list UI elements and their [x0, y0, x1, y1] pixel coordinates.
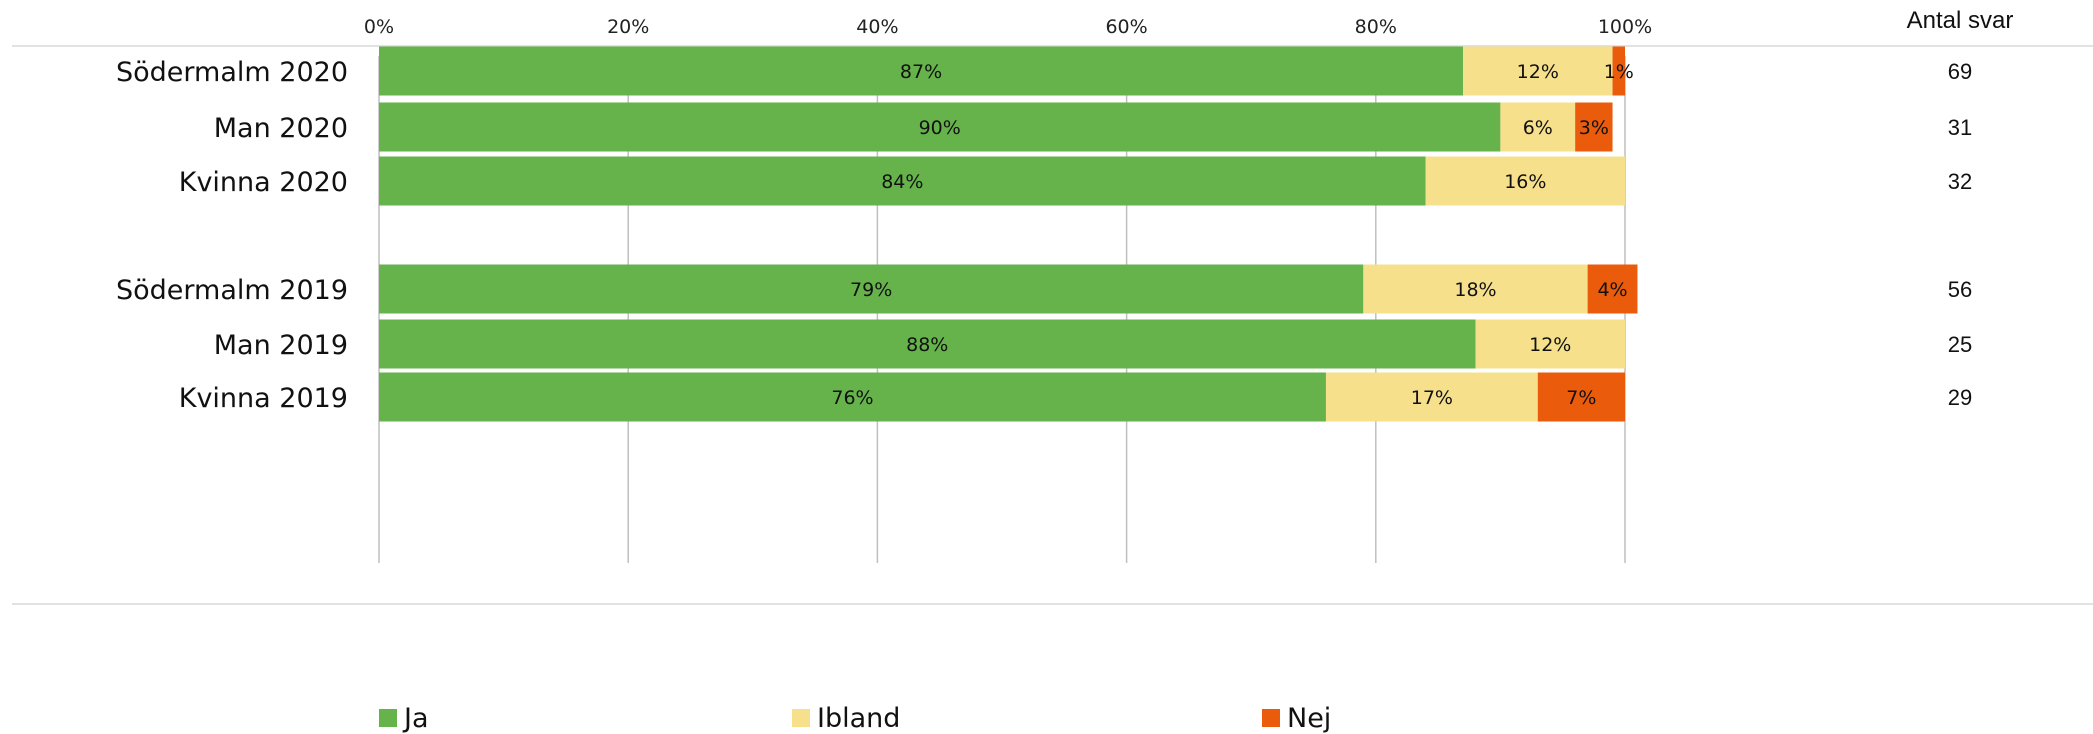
- bar-segment-ibland: [1325, 372, 1538, 422]
- count-value: 25: [1948, 332, 1972, 357]
- legend-entry: Ja: [402, 703, 429, 734]
- data-label: 12%: [1529, 334, 1571, 356]
- data-label: 16%: [1504, 171, 1546, 193]
- data-label: 76%: [831, 387, 873, 409]
- count-value: 56: [1948, 277, 1972, 302]
- category-label: Södermalm 2020: [116, 57, 348, 88]
- legend-entry: Ibland: [817, 703, 900, 734]
- bar-segment-nej: [1575, 102, 1613, 152]
- bar-segment-ibland: [1475, 319, 1625, 369]
- x-tick-label: 0%: [364, 16, 394, 38]
- category-label: Man 2020: [214, 113, 348, 144]
- bar-segment-ja: [379, 372, 1326, 422]
- data-label: 17%: [1411, 387, 1453, 409]
- category-label: Kvinna 2019: [179, 383, 348, 414]
- bar-segment-ja: [379, 156, 1426, 206]
- x-tick-label: 80%: [1355, 16, 1397, 38]
- data-label: 18%: [1454, 279, 1496, 301]
- category-label: Södermalm 2019: [116, 275, 348, 306]
- count-value: 69: [1948, 59, 1972, 84]
- count-values: 69 31 32 56 25 29: [1948, 59, 1972, 410]
- data-label: 90%: [919, 117, 961, 139]
- count-column-header: Antal svar: [1907, 7, 2014, 34]
- data-label: 3%: [1579, 117, 1609, 139]
- bar-segment-ja: [379, 46, 1464, 96]
- x-tick-label: 40%: [856, 16, 898, 38]
- category-label: Kvinna 2020: [179, 167, 348, 198]
- count-value: 29: [1948, 385, 1972, 410]
- bar-segment-nej: [1612, 46, 1625, 96]
- data-label: 12%: [1517, 61, 1559, 83]
- data-label: 87%: [900, 61, 942, 83]
- legend: Ja Ibland Nej: [379, 703, 1331, 734]
- data-label: 84%: [881, 171, 923, 193]
- bar-segment-ja: [379, 102, 1501, 152]
- legend-swatch: [792, 709, 810, 727]
- legend-swatch: [1262, 709, 1280, 727]
- x-tick-label: 100%: [1598, 16, 1652, 38]
- data-label: 6%: [1523, 117, 1553, 139]
- bar-segment-ibland: [1363, 264, 1588, 314]
- x-axis-tick-labels: 0% 20% 40% 60% 80% 100%: [364, 16, 1652, 38]
- bars: 87% 12% 1% 90% 6% 3% 84% 16% 79% 18% 4% 88% 12% 76% 17…: [379, 46, 1638, 422]
- bar-segment-ja: [379, 264, 1364, 314]
- count-value: 32: [1948, 169, 1972, 194]
- x-tick-label: 20%: [607, 16, 649, 38]
- category-label: Man 2019: [214, 330, 348, 361]
- data-label: 88%: [906, 334, 948, 356]
- data-label: 7%: [1566, 387, 1596, 409]
- data-label: 79%: [850, 279, 892, 301]
- legend-entry: Nej: [1287, 703, 1331, 734]
- bar-segment-ibland: [1463, 46, 1613, 96]
- bar-segment-ja: [379, 319, 1476, 369]
- data-label: 1%: [1604, 61, 1634, 83]
- count-value: 31: [1948, 115, 1972, 140]
- bar-segment-nej: [1537, 372, 1625, 422]
- legend-swatch: [379, 709, 397, 727]
- x-tick-label: 60%: [1105, 16, 1147, 38]
- data-label: 4%: [1597, 279, 1627, 301]
- bar-segment-ibland: [1425, 156, 1625, 206]
- category-labels: Södermalm 2020 Man 2020 Kvinna 2020 Söderma…: [116, 57, 348, 414]
- bar-segment-ibland: [1500, 102, 1576, 152]
- bar-segment-nej: [1587, 264, 1638, 314]
